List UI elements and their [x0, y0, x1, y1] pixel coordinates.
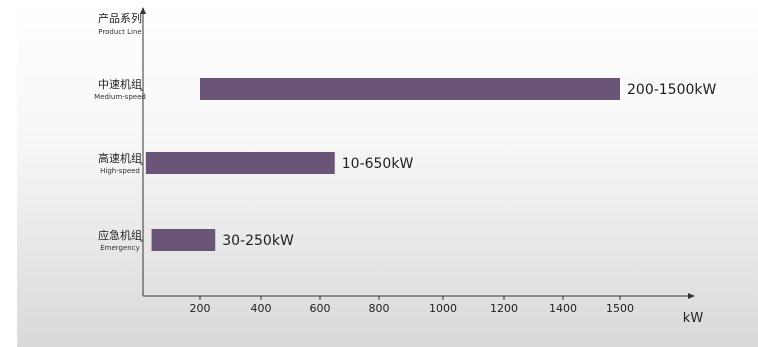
category-label-en: Emergency [100, 244, 139, 252]
category-label-zh: 应急机组 [98, 228, 142, 242]
chart-marks: 200 400 600 800 1000 1200 1400 1500 中速机组 Medium-s… [94, 77, 716, 315]
x-tick-label: 1200 [490, 302, 518, 315]
x-unit-label: kW [683, 311, 704, 326]
category-label-en: High-speed [100, 167, 140, 175]
y-axis-title-zh: 产品系列 [98, 11, 142, 25]
bar-data-label: 10-650kW [342, 156, 414, 172]
category-label-zh: 中速机组 [98, 77, 142, 91]
x-tick-label: 1500 [606, 302, 634, 315]
x-tick-label: 1000 [429, 302, 457, 315]
range-bar [200, 78, 620, 100]
bar-data-label: 30-250kW [222, 233, 294, 249]
x-tick-label: 200 [190, 302, 211, 315]
x-axis-arrow [688, 293, 695, 299]
range-bar [145, 152, 335, 174]
range-bar-chart: 产品系列 Product Line kW 200 400 600 800 1000 120… [94, 7, 717, 326]
category-label-zh: 高速机组 [98, 151, 142, 165]
y-axis-arrow [140, 7, 146, 14]
x-tick-label: 600 [310, 302, 331, 315]
chart-area: 产品系列 Product Line kW 200 400 600 800 1000 120… [17, 0, 758, 347]
x-tick-label: 400 [251, 302, 272, 315]
category-label-en: Medium-speed [94, 93, 146, 101]
range-bar [151, 229, 216, 251]
x-tick-label: 1400 [549, 302, 577, 315]
y-axis-title-en: Product Line [98, 28, 141, 36]
x-tick-label: 800 [369, 302, 390, 315]
bar-data-label: 200-1500kW [627, 82, 717, 98]
